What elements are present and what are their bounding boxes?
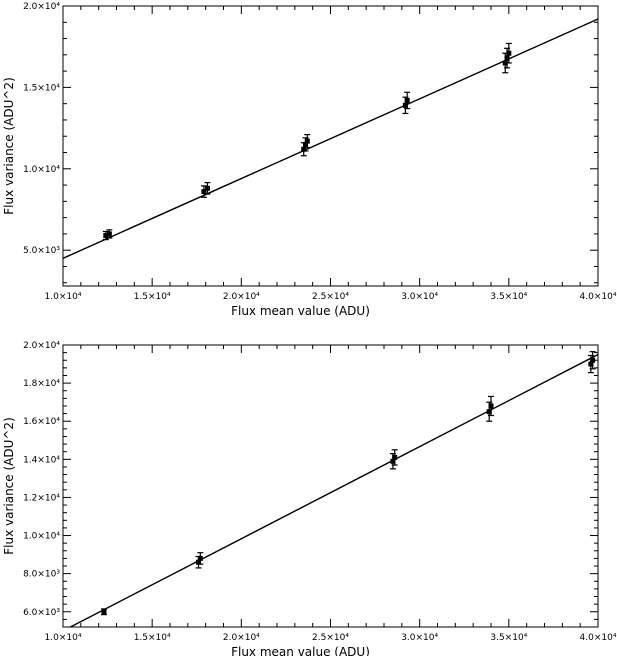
y-tick-label: 5.0×10³ <box>23 246 60 256</box>
x-tick-label: 3.0×10⁴ <box>401 633 438 643</box>
fit-line <box>68 353 598 627</box>
y-tick-label: 1.0×10⁴ <box>23 165 60 175</box>
x-tick-label: 1.5×10⁴ <box>134 292 171 302</box>
x-tick-label: 3.5×10⁴ <box>490 292 527 302</box>
x-tick-label: 2.0×10⁴ <box>223 292 260 302</box>
x-tick-label: 3.0×10⁴ <box>401 292 438 302</box>
chart-2: 1.0×10⁴ 1.5×10⁴ 2.0×10⁴ 2.5×10⁴ 3.0×10⁴ 3.5×1… <box>2 341 617 656</box>
data-point <box>486 409 492 415</box>
y-tick-label: 2.0×10⁴ <box>23 2 60 12</box>
data-point <box>392 454 398 460</box>
x-tick-label: 1.0×10⁴ <box>45 633 82 643</box>
data-point <box>201 189 207 195</box>
data-point <box>590 357 596 363</box>
x-tick-label: 2.5×10⁴ <box>312 292 349 302</box>
data-point <box>103 233 109 239</box>
x-tick-label: 1.5×10⁴ <box>134 633 171 643</box>
y-tick-label: 1.4×10⁴ <box>23 455 60 465</box>
y-axis-label: Flux variance (ADU^2) <box>2 417 16 555</box>
x-tick-label: 4.0×10⁴ <box>580 633 617 643</box>
data-point <box>390 458 396 464</box>
x-tick-label: 4.0×10⁴ <box>580 292 617 302</box>
x-tick-label: 1.0×10⁴ <box>45 292 82 302</box>
plot-frame <box>62 344 599 628</box>
y-tick-label: 1.0×10⁴ <box>23 532 60 542</box>
data-point <box>303 141 309 147</box>
x-axis-label: Flux mean value (ADU) <box>231 304 370 318</box>
data-point <box>204 185 210 191</box>
data-point <box>506 50 512 56</box>
y-tick-label: 8.0×10³ <box>23 570 60 580</box>
y-axis-label: Flux variance (ADU^2) <box>2 77 16 215</box>
data-point <box>488 403 494 409</box>
plot-frame <box>62 5 599 287</box>
y-tick-label: 2.0×10⁴ <box>23 341 60 351</box>
data-point <box>402 102 408 108</box>
x-tick-label: 2.0×10⁴ <box>223 633 260 643</box>
x-tick-label: 3.5×10⁴ <box>490 633 527 643</box>
chart-1: 1.0×10⁴ 1.5×10⁴ 2.0×10⁴ 2.5×10⁴ 3.0×10⁴ 3.5×1… <box>2 2 617 318</box>
data-point <box>106 231 112 237</box>
y-tick-label: 1.5×10⁴ <box>23 83 60 93</box>
data-point <box>404 97 410 103</box>
data-point <box>196 559 202 565</box>
x-axis-label: Flux mean value (ADU) <box>231 645 370 656</box>
data-point <box>304 138 310 144</box>
data-point <box>101 609 107 615</box>
y-tick-label: 6.0×10³ <box>23 608 60 618</box>
x-tick-label: 2.5×10⁴ <box>312 633 349 643</box>
data-point <box>197 555 203 561</box>
data-point <box>301 146 307 152</box>
y-tick-label: 1.8×10⁴ <box>23 379 60 389</box>
fit-line <box>63 18 598 259</box>
data-point <box>502 60 508 66</box>
y-tick-label: 1.6×10⁴ <box>23 417 60 427</box>
data-point <box>504 55 510 61</box>
data-point <box>588 361 594 367</box>
y-tick-label: 1.2×10⁴ <box>23 493 60 503</box>
